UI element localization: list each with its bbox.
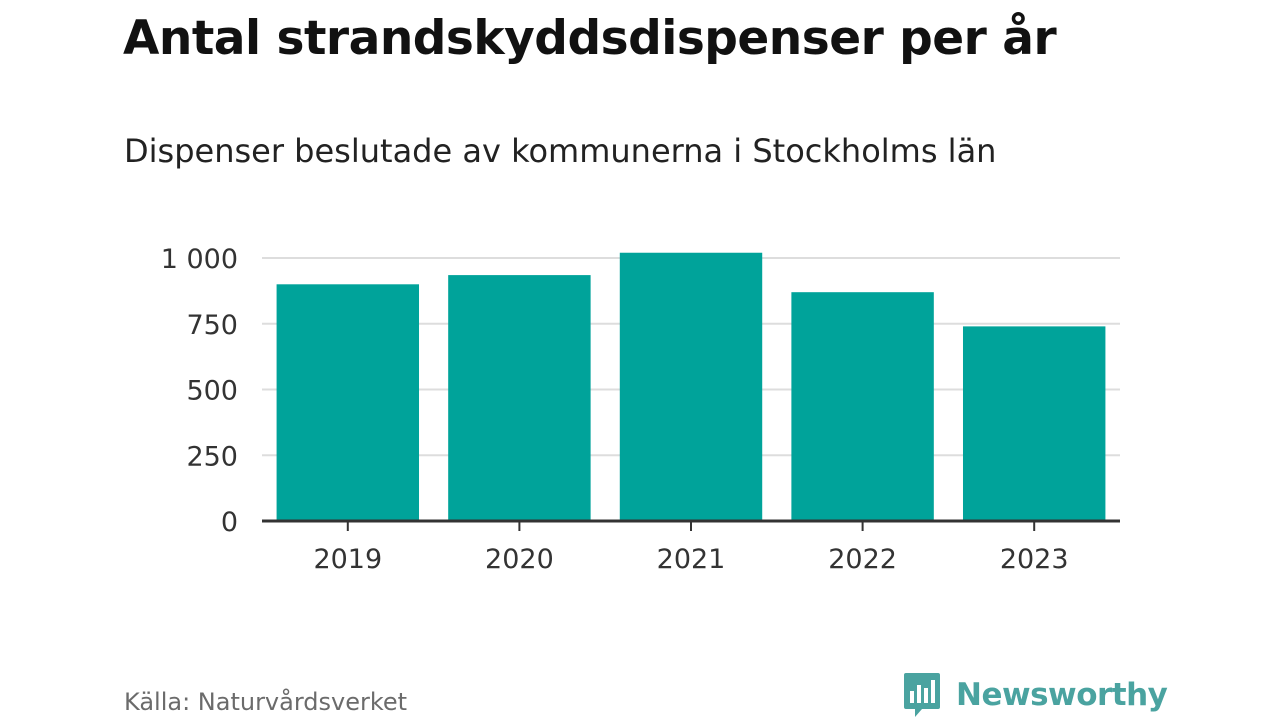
chart-subtitle: Dispenser beslutade av kommunerna i Stoc… <box>124 132 997 170</box>
x-axis: 2019 2020 2021 2022 2023 <box>262 519 1120 575</box>
y-tick-label: 750 <box>186 310 238 341</box>
chart-title: Antal strandskyddsdispenser per år <box>123 11 1057 66</box>
y-axis-tick-labels: 0 250 500 750 1 000 <box>161 244 238 538</box>
bars <box>276 252 1106 522</box>
bar-2021 <box>619 252 763 522</box>
x-tick-label: 2022 <box>828 544 897 575</box>
y-tick-label: 1 000 <box>161 244 238 275</box>
x-tick-label: 2023 <box>1000 544 1069 575</box>
x-tick-label: 2021 <box>657 544 726 575</box>
bar-2022 <box>791 292 934 521</box>
y-tick-label: 250 <box>186 441 238 472</box>
brand-name: Newsworthy <box>956 677 1168 713</box>
y-tick-label: 0 <box>221 507 238 538</box>
brand-logo-link[interactable]: Newsworthy <box>902 670 1168 720</box>
y-tick-label: 500 <box>186 376 238 407</box>
bar-2023 <box>962 326 1106 521</box>
x-tick-label: 2019 <box>313 544 382 575</box>
bar-2019 <box>276 284 420 521</box>
bar-2020 <box>448 275 591 521</box>
source-note: Källa: Naturvårdsverket <box>124 688 408 716</box>
x-tick-label: 2020 <box>485 544 554 575</box>
bar-chart-speech-bubble-icon <box>904 673 940 717</box>
